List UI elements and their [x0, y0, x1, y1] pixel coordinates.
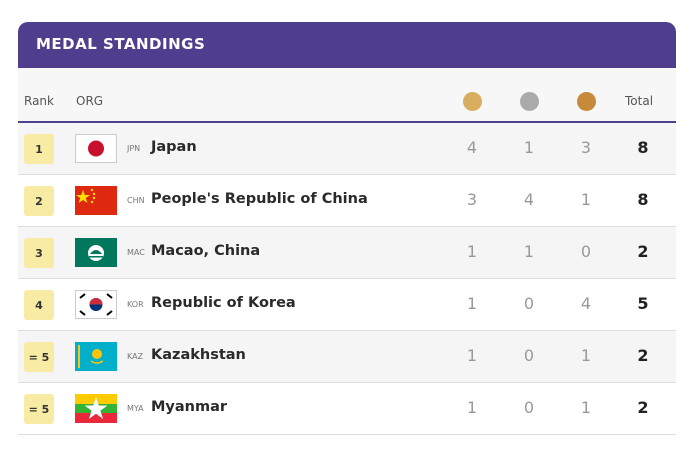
country-name: Macao, China [151, 243, 261, 259]
country-name: Republic of Korea [151, 295, 296, 311]
silver-count: 1 [523, 138, 535, 157]
country-name: People's Republic of China [151, 191, 368, 207]
country-code: MYA [127, 404, 144, 413]
flag [75, 186, 117, 215]
rank-badge: 4 [24, 290, 54, 320]
total-count: 8 [637, 190, 649, 209]
total-count: 8 [637, 138, 649, 157]
country-name: Kazakhstan [151, 347, 246, 363]
total-count: 2 [637, 242, 649, 261]
gold-count: 1 [466, 294, 478, 313]
table-row: 3 MAC Macao, China 1 1 0 2 [18, 227, 676, 279]
bronze-icon [577, 92, 596, 111]
total-count: 2 [637, 398, 649, 417]
silver-icon [520, 92, 539, 111]
country-code: MAC [127, 248, 145, 257]
flag [75, 394, 117, 423]
col-rank: Rank [24, 94, 54, 108]
flag [75, 134, 117, 163]
table-row: 1 JPN Japan 4 1 3 8 [18, 123, 676, 175]
bronze-count: 1 [580, 346, 592, 365]
gold-count: 1 [466, 398, 478, 417]
flag [75, 342, 117, 371]
total-count: 2 [637, 346, 649, 365]
gold-count: 1 [466, 346, 478, 365]
country-code: KOR [127, 300, 144, 309]
col-total: Total [625, 94, 654, 108]
table-row: = 5 MYA Myanmar 1 0 1 2 [18, 383, 676, 435]
silver-count: 0 [523, 294, 535, 313]
bronze-count: 3 [580, 138, 592, 157]
rank-badge: 2 [24, 186, 54, 216]
country-name: Myanmar [151, 399, 228, 415]
rank-badge: = 5 [24, 342, 54, 372]
silver-count: 1 [523, 242, 535, 261]
header-bar: MEDAL STANDINGS [18, 22, 676, 68]
rank-badge: 1 [24, 134, 54, 164]
country-code: JPN [127, 144, 141, 153]
country-code: CHN [127, 196, 145, 205]
table-row: = 5 KAZ Kazakhstan 1 0 1 2 [18, 331, 676, 383]
total-count: 5 [637, 294, 649, 313]
country-name: Japan [151, 139, 197, 155]
flag [75, 290, 117, 319]
table-header: Rank ORG Total [18, 68, 676, 123]
gold-count: 3 [466, 190, 478, 209]
country-code: KAZ [127, 352, 144, 361]
rank-badge: 3 [24, 238, 54, 268]
silver-count: 0 [523, 346, 535, 365]
bronze-count: 1 [580, 190, 592, 209]
bronze-count: 4 [580, 294, 592, 313]
silver-count: 4 [523, 190, 535, 209]
silver-count: 0 [523, 398, 535, 417]
title: MEDAL STANDINGS [36, 35, 206, 53]
table-row: 2 CHN People's Republic of China 3 4 1 8 [18, 175, 676, 227]
rank-badge: = 5 [24, 394, 54, 424]
table-row: 4 KOR Republic of Korea 1 0 4 5 [18, 279, 676, 331]
gold-count: 1 [466, 242, 478, 261]
col-org: ORG [76, 94, 104, 108]
bronze-count: 0 [580, 242, 592, 261]
bronze-count: 1 [580, 398, 592, 417]
gold-count: 4 [466, 138, 478, 157]
gold-icon [463, 92, 482, 111]
flag [75, 238, 117, 267]
